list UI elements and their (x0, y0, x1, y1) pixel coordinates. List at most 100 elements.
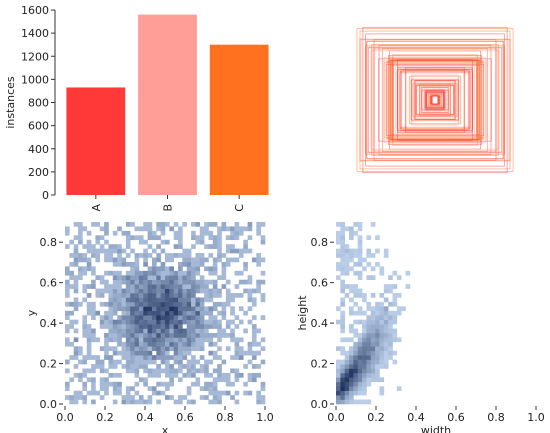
heatmap-cell (86, 368, 92, 374)
heatmap-cell (169, 328, 174, 334)
heatmap-cell (104, 310, 109, 316)
heatmap-cell (340, 239, 345, 245)
heatmap-cell (357, 355, 363, 360)
heatmap-cell (134, 364, 140, 369)
heatmap-cell (191, 381, 196, 387)
heatmap-cell (336, 253, 341, 258)
heatmap-cell (160, 306, 166, 312)
heatmap-cell (78, 230, 83, 236)
heatmap-cell (165, 222, 170, 227)
heatmap-cell (73, 301, 79, 307)
heatmap-cell (349, 372, 354, 378)
heatmap-cell (178, 235, 183, 241)
heatmap-cell (173, 337, 179, 343)
heatmap-cell (151, 355, 157, 360)
heatmap-cell (165, 310, 170, 316)
heatmap-cell (375, 324, 380, 329)
heatmap-cell (178, 368, 183, 374)
heatmap-cell (151, 301, 157, 307)
heatmap-cell (388, 315, 393, 320)
heatmap-cell (353, 253, 359, 258)
heatmap-cell (349, 359, 354, 365)
heatmap-cell (238, 230, 244, 236)
heatmap-cell (108, 293, 114, 298)
heatmap-cell (147, 386, 153, 391)
heatmap-cell (247, 279, 253, 285)
heatmap-cell (130, 328, 135, 334)
heatmap-cell (366, 248, 372, 254)
heatmap-cell (156, 337, 161, 343)
heatmap-cell (212, 244, 218, 249)
heatmap-cell (349, 235, 354, 241)
heatmap-cell (217, 253, 222, 258)
heatmap-cell (208, 372, 214, 378)
heatmap-cell (340, 390, 345, 396)
heatmap-cell (156, 341, 161, 347)
heatmap-cell (230, 332, 235, 338)
heatmap-cell (86, 301, 92, 307)
heatmap-cell (383, 253, 389, 258)
heatmap-cell (156, 266, 161, 272)
heatmap-cell (392, 297, 398, 303)
heatmap-cell (199, 275, 205, 281)
heatmap-cell (357, 319, 363, 325)
heatmap-cell (82, 288, 88, 294)
heatmap-cell (212, 381, 218, 387)
heatmap-cell (143, 337, 148, 343)
heatmap-cell (138, 332, 144, 338)
heatmap-cell (256, 253, 261, 258)
heatmap-cell (73, 275, 79, 281)
heatmap-cell (156, 346, 161, 352)
heatmap-cell (134, 372, 140, 378)
heatmap-cell (147, 341, 153, 347)
heatmap-cell (104, 346, 109, 352)
heatmap-cell (208, 341, 214, 347)
heatmap-cell (396, 310, 402, 316)
heatmap-cell (383, 364, 389, 369)
bounding-box (414, 84, 456, 116)
heatmap-cell (370, 275, 376, 281)
heatmap-cell (178, 324, 183, 329)
heatmap-cell (383, 297, 389, 303)
heatmap-cell (340, 368, 345, 374)
heatmap-cell (243, 279, 248, 285)
heatmap-cell (375, 372, 380, 378)
heatmap-cell (370, 359, 376, 365)
heatmap-cell (247, 377, 253, 383)
heatmap-cell (73, 222, 79, 227)
heatmap-cell (130, 337, 135, 343)
heatmap-cell (225, 324, 231, 329)
heatmap-cell (112, 297, 118, 303)
heatmap-cell (69, 284, 74, 289)
heatmap-cell (112, 257, 118, 263)
heatmap-cell (191, 270, 196, 276)
heatmap-cell (73, 248, 79, 254)
heatmap-cell (260, 297, 266, 303)
bar (138, 14, 197, 195)
heatmap-cell (234, 315, 240, 320)
heatmap-cell (130, 310, 135, 316)
heatmap-cell (69, 341, 74, 347)
heatmap-cell (143, 368, 148, 374)
heatmap-cell (182, 270, 188, 276)
heatmap-cell (392, 301, 398, 307)
heatmap-cell (108, 257, 114, 263)
heatmap-cell (130, 248, 135, 254)
heatmap-cell (366, 275, 372, 281)
heatmap-cell (349, 310, 354, 316)
heatmap-cell (375, 341, 380, 347)
heatmap-cell (212, 261, 218, 267)
heatmap-cell (143, 301, 148, 307)
width-height-density-plot: 0.0 0.2 0.4 0.6 0.8 1.00.00.20.40.60.8widthhe… (296, 222, 545, 433)
heatmap-cell (165, 364, 170, 369)
heatmap-cell (147, 306, 153, 312)
heatmap-cell (191, 332, 196, 338)
heatmap-cell (86, 324, 92, 329)
heatmap-cell (217, 275, 222, 281)
heatmap-cell (191, 266, 196, 272)
heatmap-cell (182, 301, 188, 307)
heatmap-cell (230, 248, 235, 254)
heatmap-cell (73, 306, 79, 312)
heatmap-cell (217, 310, 222, 316)
heatmap-cell (143, 293, 148, 298)
